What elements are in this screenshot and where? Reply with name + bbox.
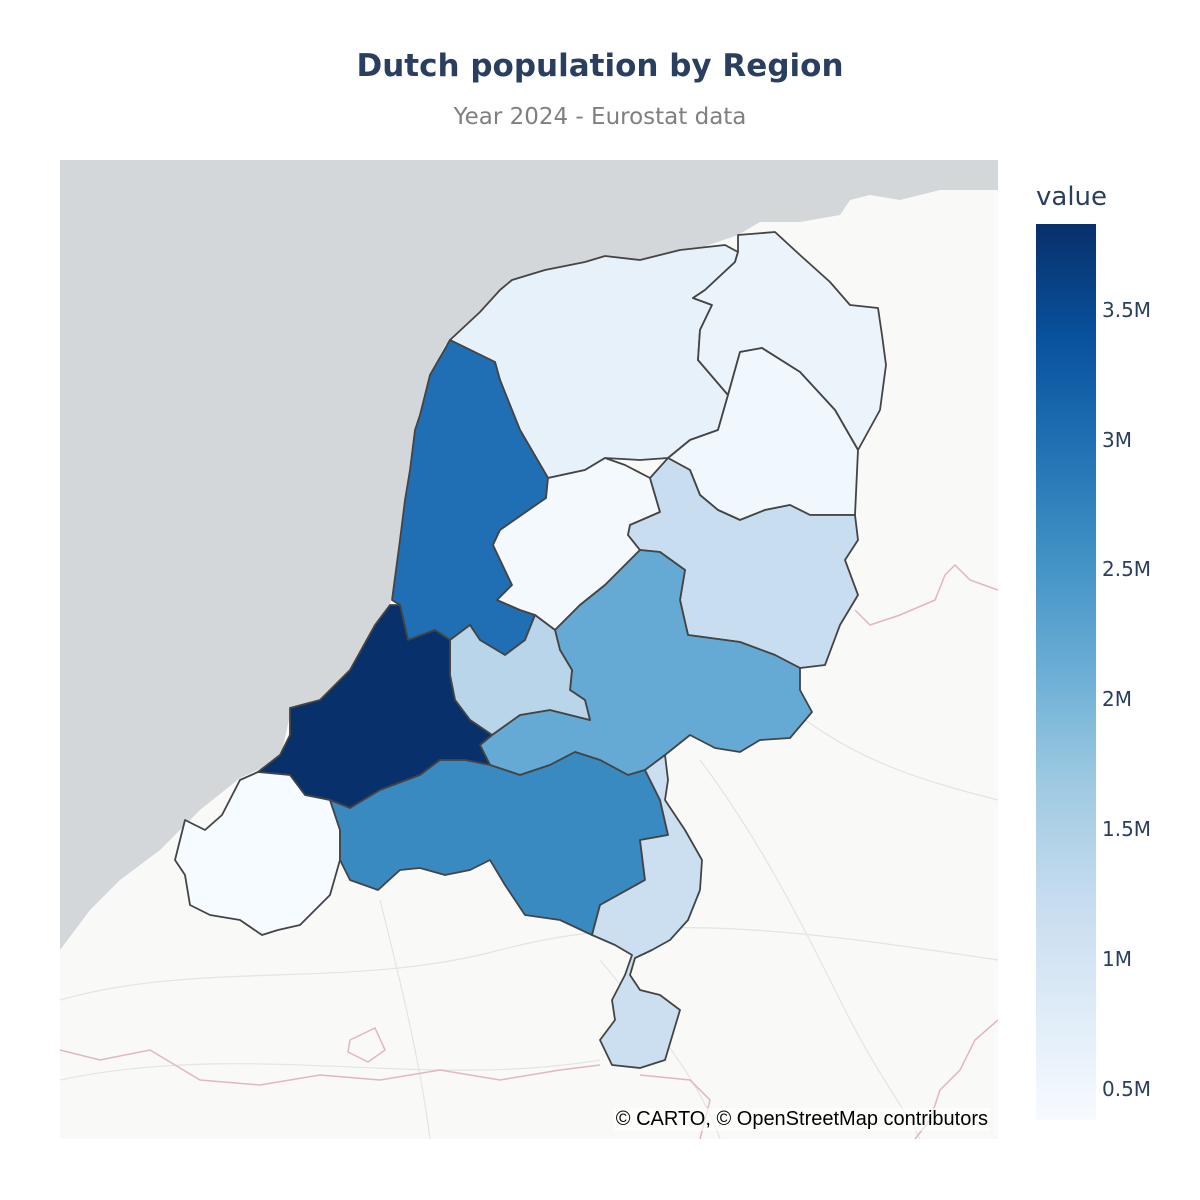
chart-subtitle: Year 2024 - Eurostat data bbox=[453, 104, 747, 130]
colorbar-tick-label: 1.5M bbox=[1102, 817, 1152, 842]
colorbar-gradient bbox=[1036, 224, 1096, 1120]
map-svg[interactable] bbox=[60, 160, 998, 1139]
map-canvas[interactable]: © CARTO, © OpenStreetMap contributors bbox=[60, 160, 998, 1139]
region-limburg[interactable] bbox=[591, 754, 703, 1069]
region-overijssel[interactable] bbox=[627, 457, 859, 669]
roads-layer bbox=[60, 699, 998, 1139]
colorbar-tick-label: 2M bbox=[1102, 687, 1132, 712]
colorbar-tick-label: 1M bbox=[1102, 946, 1132, 971]
colorbar-tick-label: 3.5M bbox=[1102, 297, 1152, 322]
chart-title: Dutch population by Region bbox=[356, 48, 844, 84]
colorbar-tick-label: 2.5M bbox=[1102, 557, 1152, 582]
map-sea bbox=[60, 160, 998, 950]
colorbar-tick-label: 0.5M bbox=[1102, 1076, 1152, 1101]
colorbar-title: value bbox=[1036, 182, 1108, 212]
map-attribution: © CARTO, © OpenStreetMap contributors bbox=[613, 1108, 990, 1131]
regions-layer[interactable] bbox=[174, 231, 887, 1069]
colorbar-tick-label: 3M bbox=[1102, 427, 1132, 452]
